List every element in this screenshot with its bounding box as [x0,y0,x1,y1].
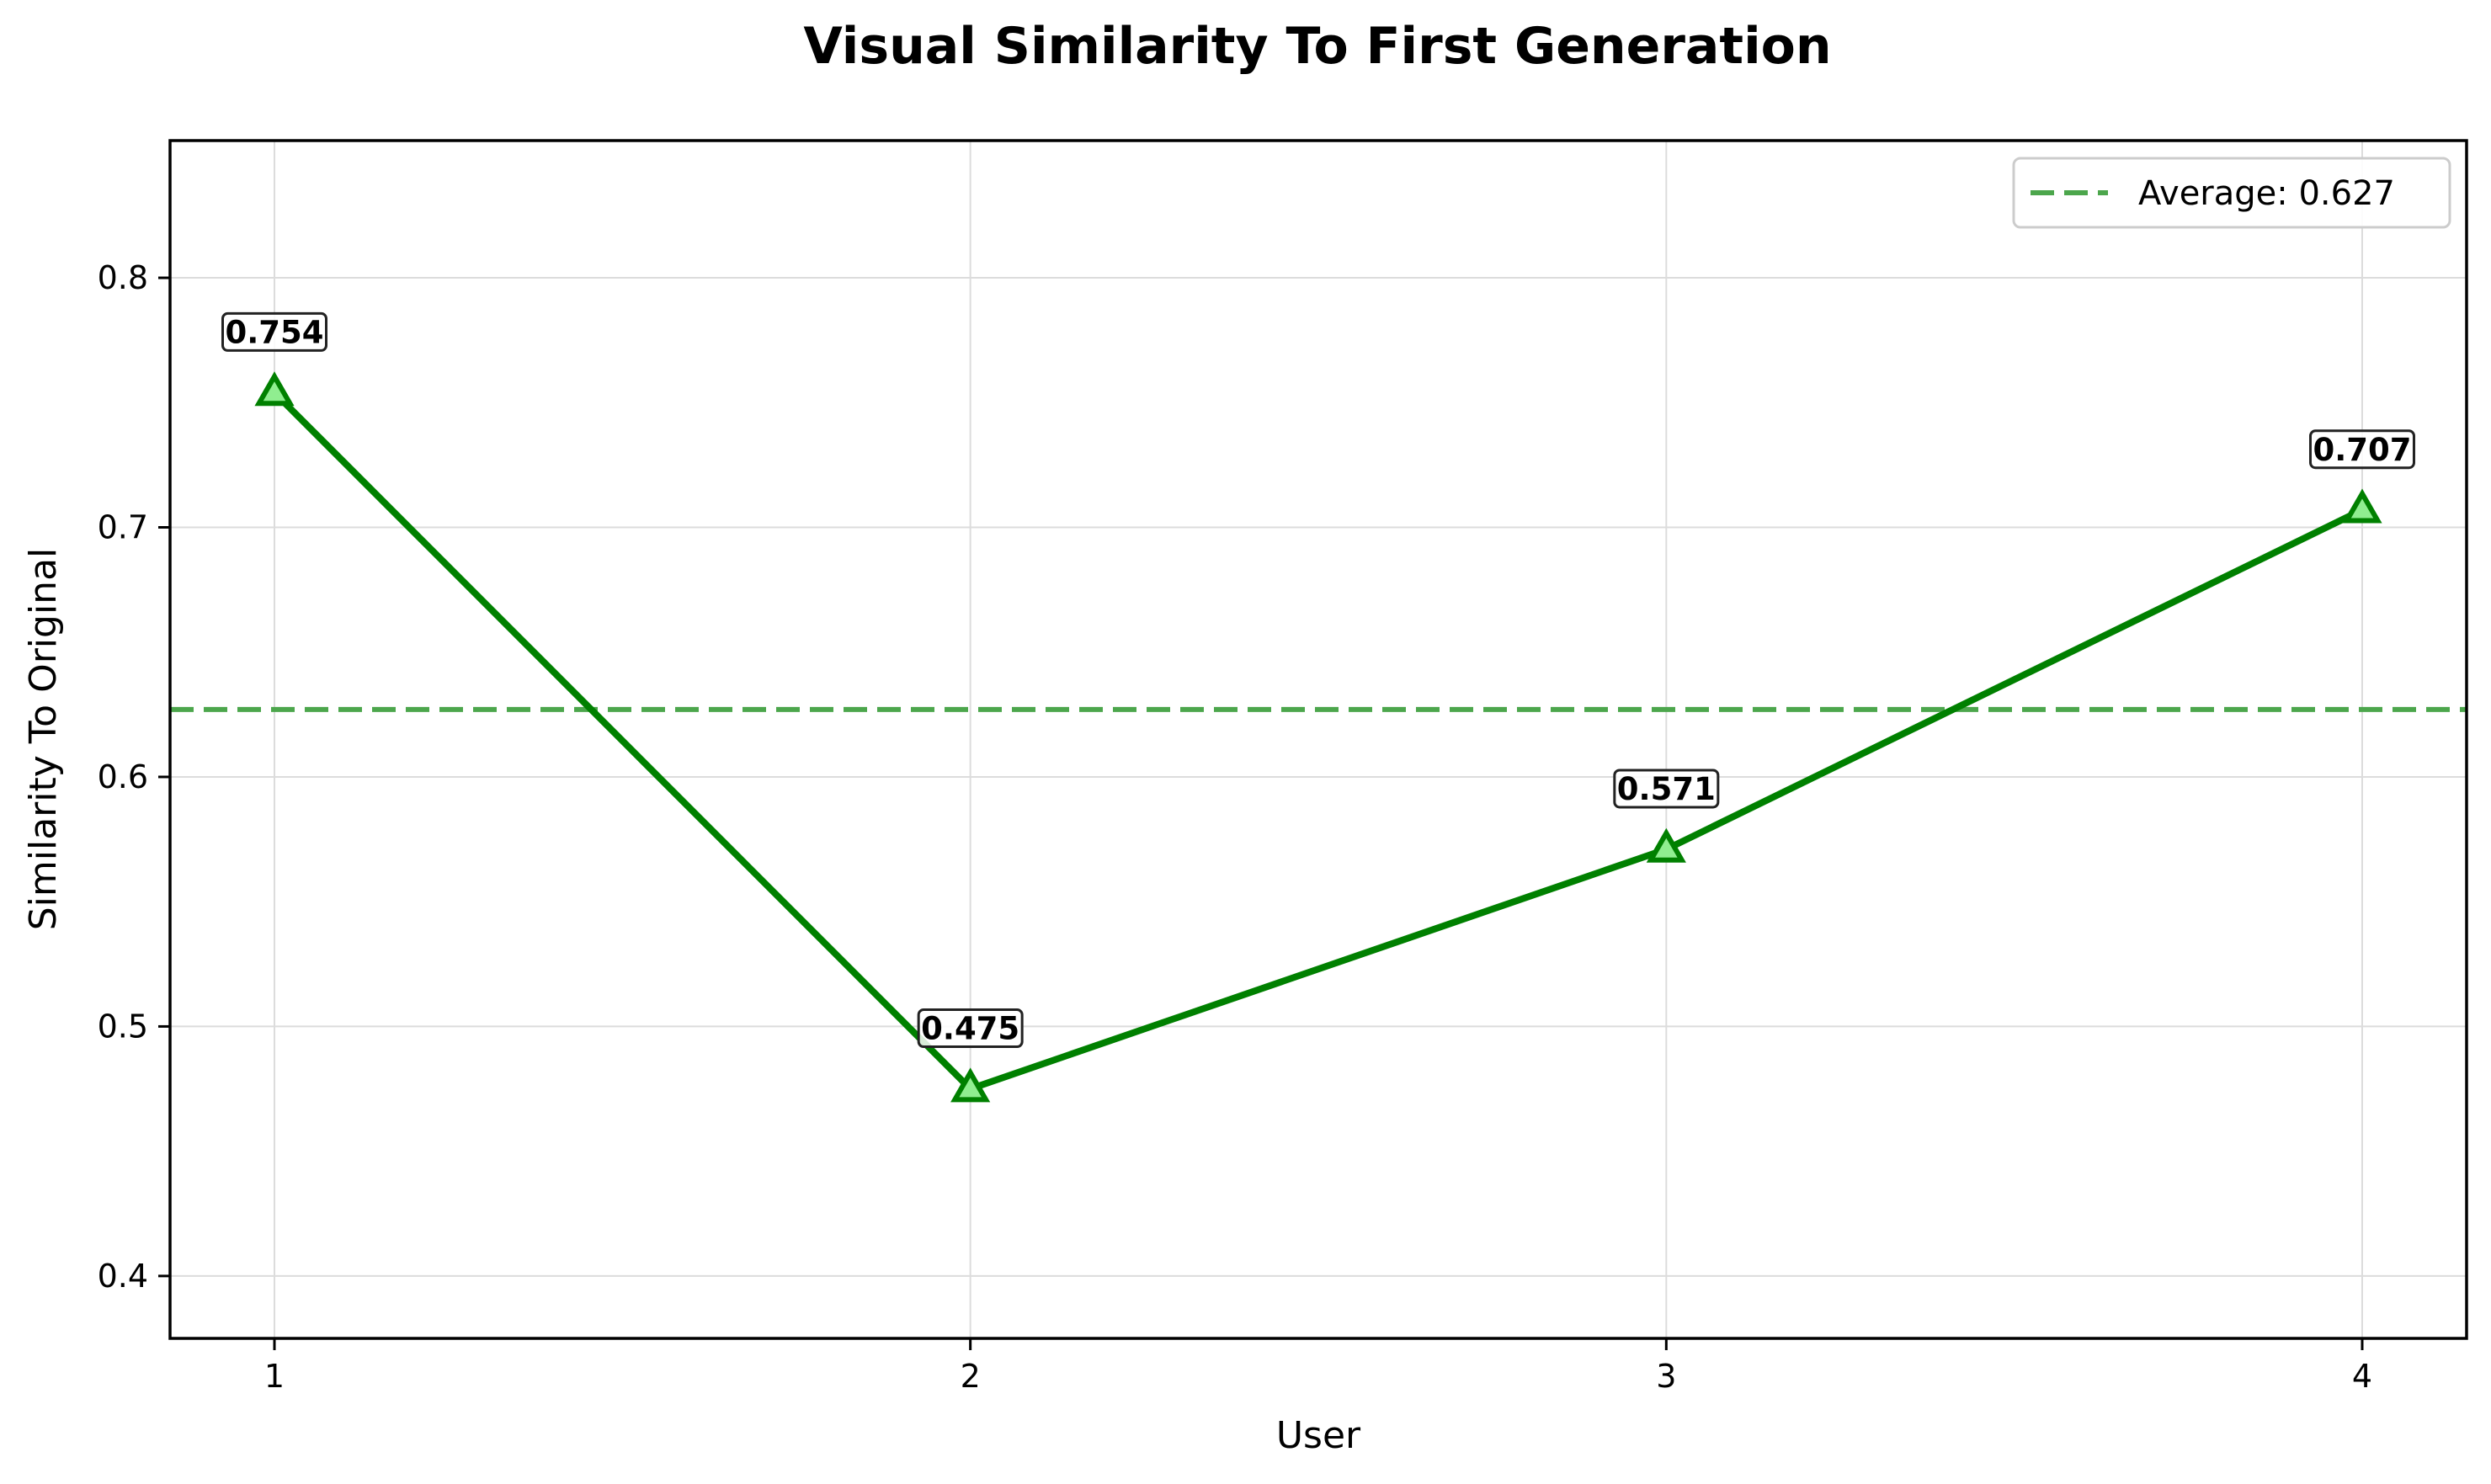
x-tick-label: 3 [1656,1358,1676,1395]
x-tick-label: 1 [264,1358,285,1395]
data-point-marker [1646,827,1686,863]
legend-average-label: Average: 0.627 [2138,174,2395,213]
data-label: 0.571 [1617,771,1716,807]
data-label: 0.707 [2313,432,2411,468]
series-line [271,389,2366,1093]
x-tick-label: 4 [2352,1358,2372,1395]
y-axis-label: Similarity To Original [22,548,65,931]
data-point-marker [254,371,295,407]
x-axis-label: User [1276,1414,1361,1457]
y-tick-label: 0.5 [98,1008,148,1045]
data-label: 0.754 [225,314,323,350]
y-tick-label: 0.4 [98,1258,148,1295]
data-label-box [221,311,327,352]
x-tick-label: 2 [961,1358,981,1395]
plot-area-frame [168,139,2468,1340]
y-tick-label: 0.7 [98,509,148,546]
data-label-box [2309,429,2415,470]
data-label-box [1613,769,1720,809]
legend-box [2012,157,2451,229]
data-label: 0.475 [921,1011,1019,1047]
y-tick-label: 0.8 [98,259,148,296]
data-point-marker [950,1067,991,1103]
chart-title: Visual Similarity To First Generation [803,17,1831,76]
y-tick-label: 0.6 [98,758,148,795]
data-label-box [917,1008,1024,1049]
data-point-marker [2342,488,2382,524]
